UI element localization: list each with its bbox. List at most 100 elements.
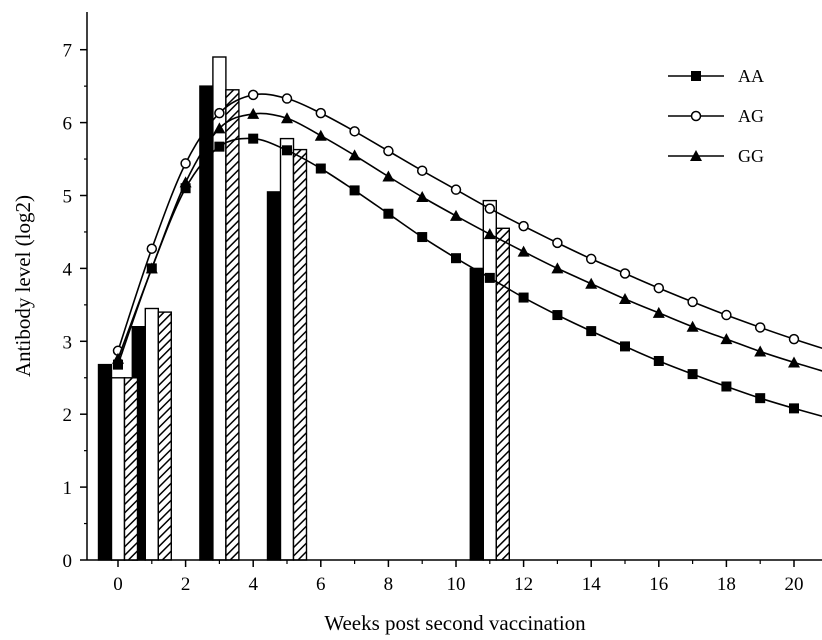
bar-gg-week-3 bbox=[225, 89, 240, 561]
point-aa-week-13 bbox=[552, 310, 563, 321]
point-gg-week-5 bbox=[281, 112, 293, 124]
bar-aa-week-3 bbox=[199, 85, 214, 561]
bar-ag-week-1 bbox=[144, 307, 160, 561]
point-ag-week-19 bbox=[754, 322, 766, 333]
point-aa-week-14 bbox=[586, 326, 597, 337]
point-ag-week-6 bbox=[315, 107, 327, 119]
legend: AA AG GG bbox=[668, 66, 764, 166]
point-ag-week-11 bbox=[484, 203, 496, 214]
point-gg-week-0 bbox=[112, 352, 124, 364]
point-aa-week-16 bbox=[653, 355, 664, 366]
point-ag-week-18 bbox=[721, 309, 732, 321]
point-gg-week-10 bbox=[450, 209, 462, 221]
point-aa-week-18 bbox=[721, 381, 732, 392]
point-aa-week-12 bbox=[518, 292, 529, 303]
line-layer bbox=[112, 89, 822, 418]
bar-ag-week-11 bbox=[482, 199, 497, 561]
point-ag-week-1 bbox=[146, 243, 158, 254]
point-aa-week-3 bbox=[214, 141, 225, 152]
point-aa-week-15 bbox=[620, 341, 630, 352]
point-gg-week-12 bbox=[517, 245, 530, 257]
x-tick-label-8: 8 bbox=[384, 574, 394, 595]
bar-aa-week-5 bbox=[266, 191, 282, 561]
legend-label-aa: AA bbox=[738, 66, 764, 86]
bar-aa-week-0 bbox=[97, 363, 113, 561]
point-ag-week-13 bbox=[552, 237, 563, 249]
y-tick-label-5: 5 bbox=[63, 187, 73, 208]
y-tick-label-4: 4 bbox=[63, 259, 73, 280]
y-tick-label-0: 0 bbox=[63, 551, 73, 572]
point-ag-week-5 bbox=[281, 93, 293, 104]
legend-marker-gg bbox=[690, 150, 702, 161]
point-ag-week-7 bbox=[349, 126, 360, 137]
x-tick-label-18: 18 bbox=[717, 574, 736, 595]
point-ag-week-12 bbox=[518, 220, 529, 232]
point-gg-week-14 bbox=[585, 277, 598, 289]
x-tick-label-14: 14 bbox=[582, 574, 602, 595]
point-gg-week-6 bbox=[314, 129, 327, 141]
point-gg-week-17 bbox=[686, 320, 699, 332]
x-tick-label-4: 4 bbox=[248, 574, 258, 595]
point-ag-week-17 bbox=[687, 296, 698, 308]
x-tick-label-2: 2 bbox=[181, 574, 191, 595]
point-gg-week-20 bbox=[788, 356, 800, 368]
point-aa-week-11 bbox=[484, 272, 495, 283]
bar-gg-week-5 bbox=[292, 148, 308, 561]
y-tick-label-2: 2 bbox=[63, 405, 73, 426]
point-gg-week-13 bbox=[551, 262, 564, 274]
point-gg-week-11 bbox=[483, 228, 496, 240]
y-tick-label-1: 1 bbox=[63, 478, 73, 499]
point-gg-week-8 bbox=[382, 170, 395, 182]
point-gg-week-2 bbox=[179, 176, 192, 188]
point-aa-week-17 bbox=[687, 369, 698, 380]
point-ag-week-20 bbox=[788, 333, 800, 345]
legend-label-ag: AG bbox=[738, 106, 764, 126]
bar-layer bbox=[97, 56, 510, 561]
point-ag-week-10 bbox=[450, 184, 462, 195]
point-aa-week-2 bbox=[180, 183, 191, 194]
x-tick-label-6: 6 bbox=[316, 574, 326, 595]
point-ag-week-15 bbox=[619, 268, 631, 279]
point-aa-week-5 bbox=[282, 145, 292, 156]
axes bbox=[86, 12, 822, 561]
x-tick-label-10: 10 bbox=[447, 574, 466, 595]
point-ag-week-3 bbox=[214, 107, 225, 119]
point-aa-week-20 bbox=[789, 403, 799, 414]
point-ag-week-16 bbox=[653, 282, 665, 294]
point-ag-week-2 bbox=[180, 158, 191, 169]
point-gg-week-1 bbox=[145, 262, 158, 274]
x-tick-label-0: 0 bbox=[113, 574, 123, 595]
legend-marker-aa bbox=[691, 71, 701, 81]
point-ag-week-4 bbox=[247, 89, 259, 101]
x-axis-title: Weeks post second vaccination bbox=[324, 611, 586, 635]
point-gg-week-4 bbox=[247, 107, 260, 119]
point-gg-week-7 bbox=[348, 149, 361, 161]
point-gg-week-3 bbox=[213, 122, 226, 134]
legend-label-gg: GG bbox=[738, 146, 764, 166]
point-aa-week-9 bbox=[417, 232, 428, 243]
y-tick-label-6: 6 bbox=[63, 114, 73, 135]
bar-gg-week-11 bbox=[495, 227, 510, 561]
x-tick-label-16: 16 bbox=[649, 574, 668, 595]
bar-ag-week-0 bbox=[110, 377, 126, 561]
point-gg-week-9 bbox=[416, 190, 429, 202]
point-aa-week-19 bbox=[755, 393, 766, 404]
y-tick-label-3: 3 bbox=[63, 332, 73, 353]
bar-aa-week-11 bbox=[469, 267, 484, 561]
point-gg-week-18 bbox=[720, 333, 733, 345]
point-gg-week-16 bbox=[652, 306, 665, 318]
point-aa-week-7 bbox=[349, 185, 360, 196]
y-axis-title: Antibody level (log2) bbox=[11, 195, 35, 377]
bar-gg-week-0 bbox=[123, 377, 139, 561]
point-aa-week-8 bbox=[383, 208, 394, 219]
y-tick-label-7: 7 bbox=[63, 41, 73, 62]
bar-gg-week-1 bbox=[157, 311, 173, 561]
point-ag-week-8 bbox=[383, 145, 394, 157]
point-ag-week-9 bbox=[416, 165, 428, 176]
legend-marker-ag bbox=[690, 110, 702, 122]
bar-ag-week-5 bbox=[279, 137, 295, 561]
x-tick-label-20: 20 bbox=[785, 574, 804, 595]
point-ag-week-14 bbox=[585, 253, 597, 265]
point-gg-week-19 bbox=[754, 345, 767, 357]
